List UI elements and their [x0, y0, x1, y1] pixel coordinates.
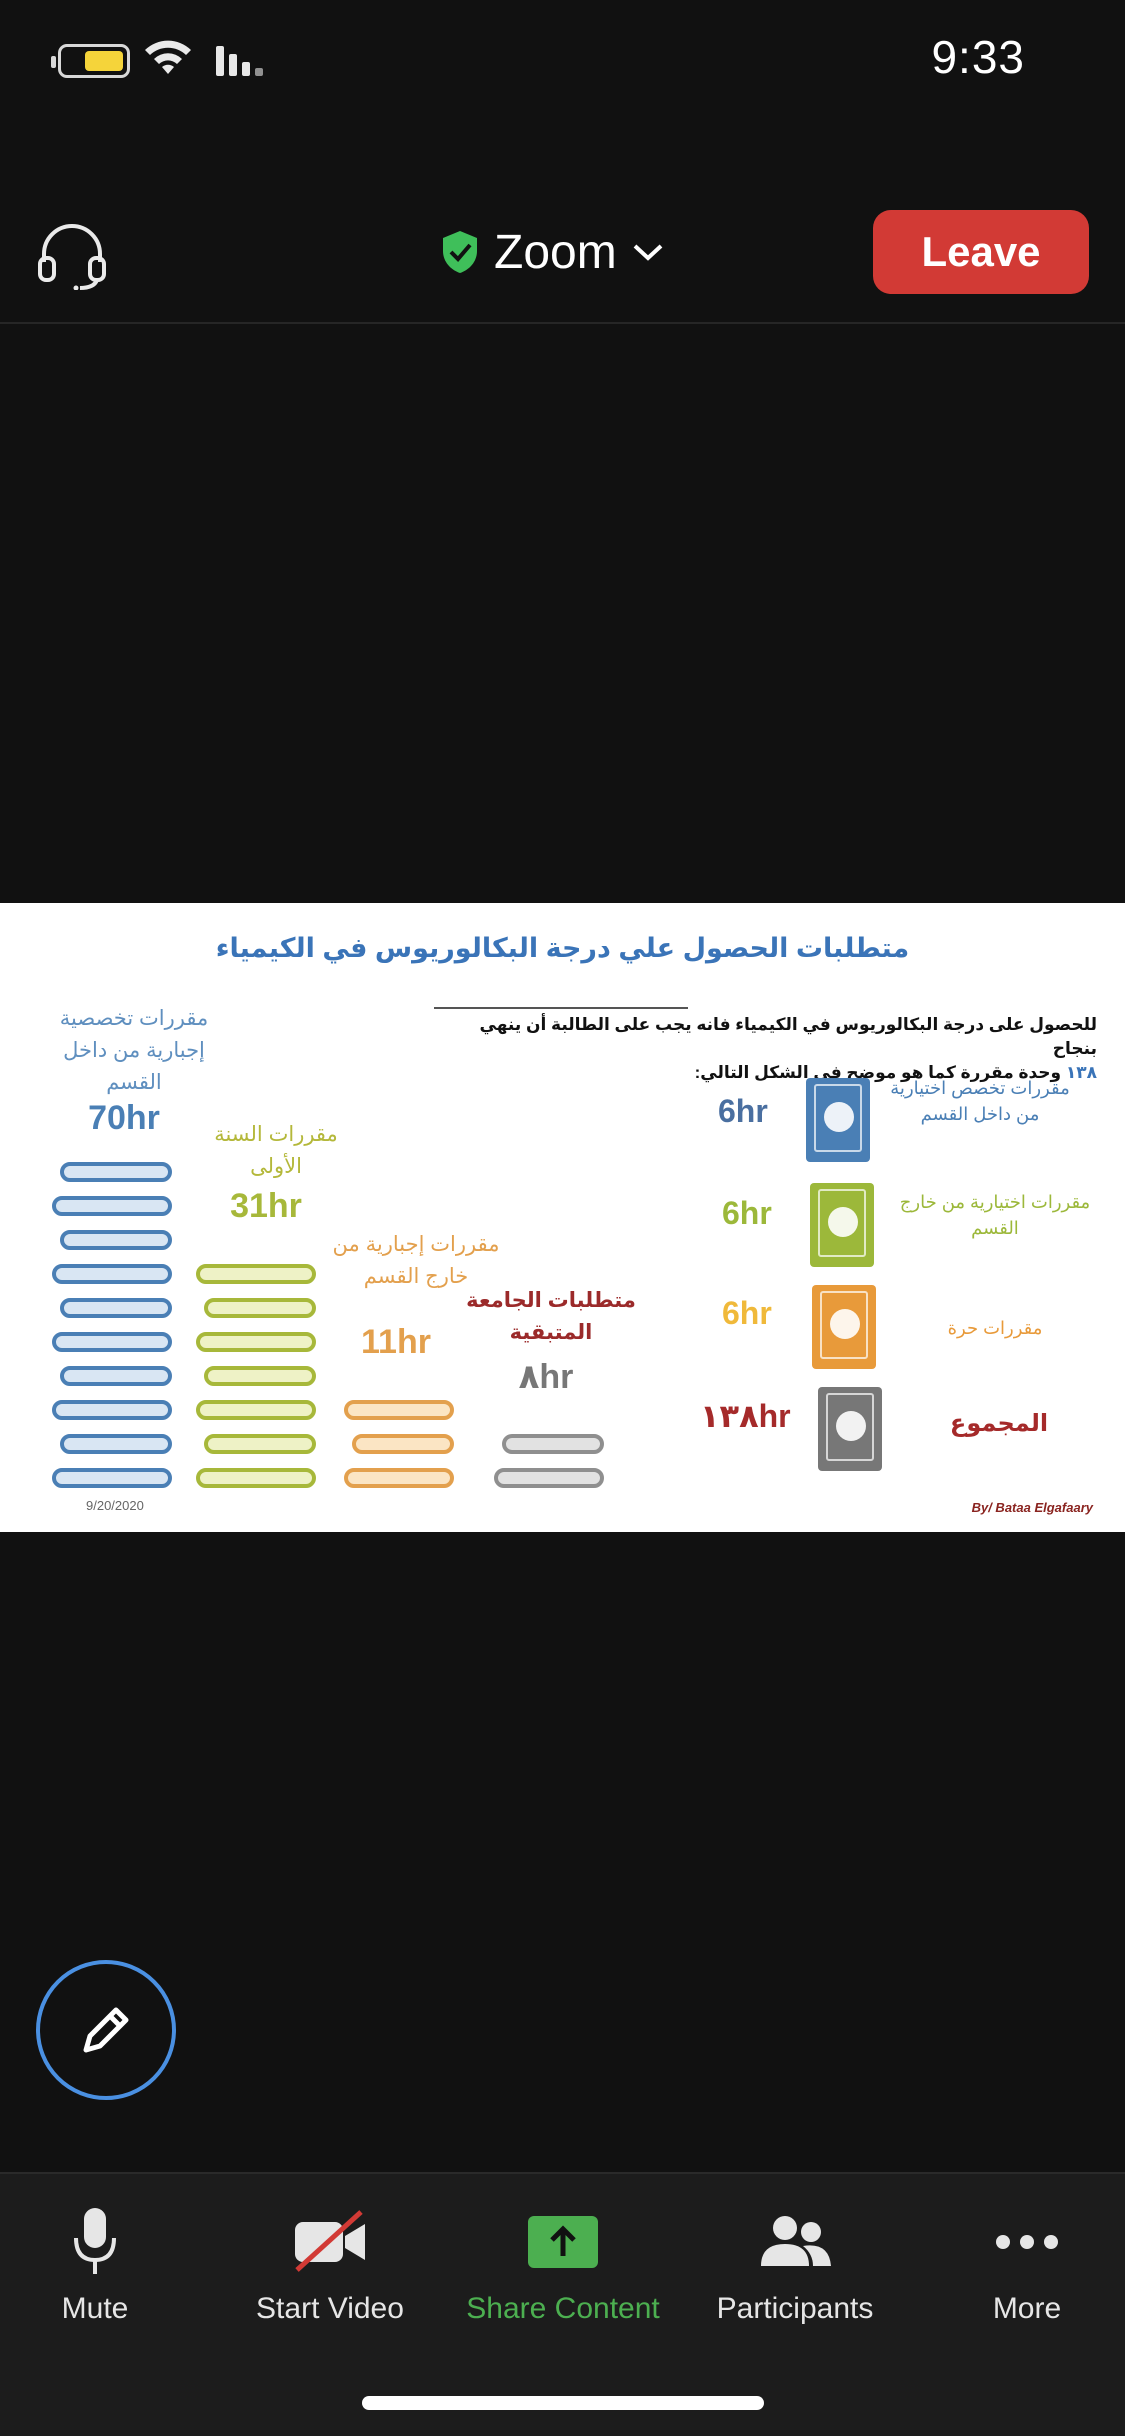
legend-hours-total: ١٣٨hr: [700, 1398, 791, 1434]
meeting-title-dropdown[interactable]: Zoom: [440, 222, 665, 282]
book: [204, 1366, 316, 1386]
battery-icon: [51, 44, 130, 78]
column-hours-first-year: 31hr: [230, 1187, 302, 1225]
column-label-first-year: مقررات السنة الأولى: [214, 1123, 338, 1178]
book: [60, 1230, 172, 1250]
book: [204, 1434, 316, 1454]
slide-date: 9/20/2020: [86, 1498, 144, 1513]
legend-label-total: المجموع: [949, 1410, 1049, 1437]
start-video-button[interactable]: Start Video: [220, 2204, 440, 2326]
status-bar: 9:33: [0, 0, 1125, 120]
legend-hours-electives-in: 6hr: [718, 1093, 768, 1129]
column-hours-core: 70hr: [88, 1099, 160, 1137]
book: [52, 1264, 172, 1284]
column-label-outside: مقررات إجبارية من خارج القسم: [332, 1233, 500, 1288]
more-dots-icon: [996, 2235, 1058, 2249]
slide-intro-line1: للحصول على درجة البكالوريوس في الكيمياء …: [479, 1015, 1098, 1058]
shared-slide: متطلبات الحصول علي درجة البكالوريوس في ا…: [0, 903, 1125, 1532]
shield-check-icon: [443, 231, 477, 273]
slide-author: By/ Bataa Elgafaary: [971, 1500, 1093, 1515]
book: [352, 1434, 454, 1454]
meeting-header: [0, 200, 1125, 324]
book: [52, 1468, 172, 1488]
annotate-button[interactable]: [36, 1960, 176, 2100]
more-button[interactable]: More: [917, 2204, 1125, 2326]
start-video-label: Start Video: [256, 2292, 404, 2325]
legend-label-electives-in: مقررات تخصص اختيارية من داخل القسم: [890, 1078, 1070, 1124]
home-indicator[interactable]: [362, 2396, 764, 2410]
leave-button[interactable]: Leave: [873, 210, 1089, 294]
palette-book-icon: [818, 1387, 882, 1471]
meeting-toolbar: Mute Start Video Share Content: [0, 2172, 1125, 2436]
book: [344, 1400, 454, 1420]
slide-intro-number: ١٣٨: [1065, 1063, 1097, 1082]
legend-label-free: مقررات حرة: [947, 1318, 1043, 1338]
mute-label: Mute: [61, 2292, 129, 2325]
video-off-icon: [295, 2210, 365, 2272]
book: [60, 1434, 172, 1454]
book: [204, 1298, 316, 1318]
microphone-icon: [74, 2208, 116, 2274]
column-hours-outside: 11hr: [361, 1323, 431, 1361]
book: [196, 1400, 316, 1420]
book: [52, 1400, 172, 1420]
leaf-book-icon: [810, 1183, 874, 1267]
slide-title: متطلبات الحصول علي درجة البكالوريوس في ا…: [215, 933, 910, 963]
book: [60, 1366, 172, 1386]
signal-icon: [216, 44, 263, 76]
book: [344, 1468, 454, 1488]
book: [502, 1434, 604, 1454]
book: [494, 1468, 604, 1488]
column-hours-university: ٨hr: [518, 1358, 574, 1396]
share-content-label: Share Content: [466, 2292, 660, 2325]
column-label-core: مقررات تخصصية إجبارية من داخل القسم: [59, 1007, 209, 1094]
share-content-button[interactable]: Share Content: [453, 2204, 673, 2326]
status-time: 9:33: [931, 31, 1025, 83]
book: [60, 1298, 172, 1318]
wifi-icon: [145, 40, 191, 74]
book: [52, 1332, 172, 1352]
participants-button[interactable]: Participants: [685, 2204, 905, 2326]
headset-icon[interactable]: [34, 222, 114, 290]
slide-divider: [434, 1007, 688, 1009]
book: [60, 1162, 172, 1182]
fist-book-icon: [812, 1285, 876, 1369]
legend-label-electives-out: مقررات اختيارية من خارج القسم: [899, 1192, 1091, 1238]
participants-icon: [761, 2216, 831, 2266]
legend-hours-free: 6hr: [722, 1295, 772, 1331]
mute-button[interactable]: Mute: [0, 2204, 205, 2326]
book: [196, 1332, 316, 1352]
participants-label: Participants: [716, 2292, 874, 2325]
chevron-down-icon: [633, 244, 663, 261]
share-screen-icon: [528, 2216, 598, 2268]
column-label-university: متطلبات الجامعة المتبقية: [466, 1289, 636, 1344]
pencil-icon: [83, 2007, 129, 2053]
book: [196, 1468, 316, 1488]
legend-hours-electives-out: 6hr: [722, 1195, 772, 1231]
more-label: More: [992, 2292, 1062, 2325]
book: [196, 1264, 316, 1284]
slide-intro: للحصول على درجة البكالوريوس في الكيمياء …: [457, 1013, 1098, 1085]
flask-book-icon: [806, 1078, 870, 1162]
meeting-title: Zoom: [494, 225, 617, 279]
book: [52, 1196, 172, 1216]
slide-intro-line2: وحدة مقررة كما هو موضح في الشكل التالي:: [694, 1063, 1062, 1082]
